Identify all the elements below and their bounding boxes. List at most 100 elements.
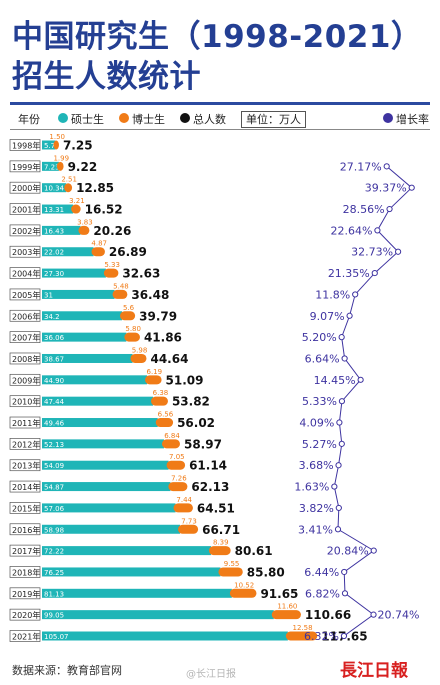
doctor-value-label: 7.44: [176, 496, 192, 504]
doctor-value-label: 6.84: [164, 432, 180, 440]
growth-rate-label: 21.35%: [328, 267, 370, 280]
doctor-bar: [161, 439, 180, 449]
year-box: [9, 416, 41, 429]
year-box: [9, 181, 41, 194]
year-box: [9, 566, 41, 578]
year-label: 2013年: [12, 461, 40, 471]
year-box: [9, 438, 41, 450]
year-box: [9, 608, 41, 621]
legend-master-dot: [58, 113, 68, 123]
total-value-label: 53.82: [172, 395, 210, 409]
total-value-label: 110.66: [305, 608, 351, 622]
year-label: 2005年: [12, 290, 40, 300]
master-bar: [42, 183, 67, 193]
year-box: [9, 373, 41, 386]
doctor-value-label: 7.26: [171, 475, 187, 483]
master-value-label: 22.02: [44, 249, 64, 257]
year-label: 2012年: [12, 439, 40, 449]
growth-rate-label: 5.27%: [302, 438, 337, 451]
growth-rate-label: 4.09%: [299, 417, 334, 430]
growth-rate-point: [336, 419, 343, 426]
doctor-value-label: 10.52: [234, 581, 254, 589]
total-value-label: 61.14: [189, 459, 227, 473]
year-label: 2017年: [12, 546, 40, 556]
total-value-label: 91.65: [260, 587, 298, 601]
year-label: 1999年: [12, 162, 40, 172]
master-value-label: 36.06: [44, 334, 65, 342]
total-value-label: 7.25: [63, 139, 93, 153]
growth-rate-label: 32.73%: [351, 246, 393, 259]
doctor-value-label: 11.60: [277, 603, 297, 611]
legend-doctor-dot: [119, 113, 129, 123]
total-value-label: 39.79: [139, 309, 177, 323]
year-label: 2000年: [12, 183, 40, 193]
legend-growth-dot: [383, 113, 393, 123]
doctor-bar: [103, 268, 119, 278]
total-value-label: 12.85: [76, 181, 114, 195]
year-box: [9, 523, 41, 536]
growth-rate-point: [394, 248, 402, 255]
year-label: 2014年: [12, 482, 40, 492]
total-value-label: 58.97: [184, 437, 222, 451]
year-box: [9, 459, 41, 472]
master-bar: [42, 289, 115, 299]
growth-rate-point: [374, 227, 381, 234]
master-value-label: 47.44: [44, 398, 65, 406]
master-bar: [42, 588, 232, 598]
doctor-bar: [208, 546, 231, 556]
growth-rate-point: [335, 462, 342, 469]
legend-year-label: 年份: [18, 113, 40, 126]
year-box: [9, 395, 41, 408]
growth-rate-point: [386, 205, 393, 213]
doctor-bar: [166, 460, 186, 470]
doctor-bar: [229, 588, 257, 598]
master-bar: [42, 311, 123, 321]
master-bar: [42, 631, 288, 641]
growth-rate-label: 28.56%: [343, 203, 385, 216]
year-label: 2003年: [12, 247, 40, 257]
doctor-value-label: 6.56: [158, 411, 174, 419]
growth-rate-point: [346, 312, 353, 319]
doctor-value-label: 1.99: [53, 154, 69, 162]
master-bar: [42, 396, 154, 406]
total-value-label: 62.13: [191, 480, 229, 494]
master-value-label: 38.67: [44, 355, 64, 363]
growth-rate-label: 11.8%: [315, 288, 350, 301]
master-value-label: 5.75: [44, 142, 60, 150]
year-box: [9, 352, 41, 365]
doctor-value-label: 8.39: [213, 539, 229, 547]
year-box: [9, 502, 41, 514]
title-divider: [10, 102, 430, 105]
year-label: 2015年: [12, 503, 40, 513]
year-label: 2020年: [12, 610, 40, 620]
year-label: 2016年: [12, 525, 40, 535]
doctor-bar: [91, 247, 105, 257]
doctor-value-label: 1.50: [49, 133, 65, 141]
doctor-value-label: 6.19: [147, 368, 163, 376]
doctor-bar: [173, 503, 193, 513]
growth-rate-point: [334, 526, 342, 533]
doctor-value-label: 7.05: [169, 453, 185, 461]
master-value-label: 10.34: [44, 185, 65, 193]
total-value-label: 51.09: [166, 373, 204, 387]
year-box: [9, 288, 41, 301]
master-value-label: 54.09: [44, 462, 64, 470]
growth-rate-label: 20.74%: [378, 609, 420, 622]
growth-rate-label: 22.64%: [330, 224, 372, 237]
year-label: 2002年: [12, 226, 40, 236]
year-box: [9, 331, 41, 343]
growth-rate-label: 27.17%: [340, 160, 382, 173]
total-value-label: 66.71: [202, 523, 240, 537]
master-value-label: 13.31: [44, 206, 64, 214]
doctor-bar: [64, 183, 73, 193]
growth-rate-point: [357, 376, 364, 383]
doctor-bar: [178, 524, 199, 534]
doctor-bar: [151, 396, 168, 406]
year-box: [9, 630, 41, 642]
growth-rate-label: 6.64%: [305, 352, 340, 365]
growth-rate-label: 6.44%: [304, 566, 339, 579]
total-value-label: 85.80: [247, 565, 285, 579]
total-value-label: 36.48: [131, 288, 169, 302]
growth-rate-point: [341, 568, 348, 576]
